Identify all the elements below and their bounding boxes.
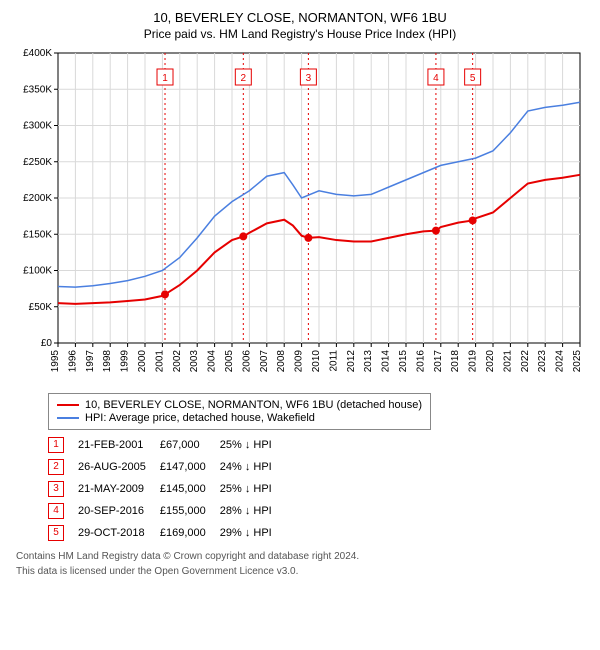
transactions-table: 1 21-FEB-2001£67,00025% ↓ HPI 2 26-AUG-2005…: [48, 434, 286, 544]
svg-text:2011: 2011: [328, 350, 339, 372]
svg-text:2009: 2009: [294, 350, 305, 373]
tx-date: 21-MAY-2009: [78, 478, 160, 500]
tx-delta: 24% ↓ HPI: [220, 456, 286, 478]
svg-text:2021: 2021: [502, 350, 513, 373]
svg-text:2004: 2004: [207, 350, 218, 373]
tx-price: £147,000: [160, 456, 220, 478]
tx-date: 21-FEB-2001: [78, 434, 160, 456]
svg-text:1998: 1998: [102, 350, 113, 373]
svg-text:2003: 2003: [189, 350, 200, 373]
svg-text:2002: 2002: [172, 350, 183, 373]
svg-text:1996: 1996: [67, 350, 78, 373]
svg-text:2014: 2014: [381, 350, 392, 373]
svg-text:£100K: £100K: [23, 266, 52, 277]
tx-date: 29-OCT-2018: [78, 522, 160, 544]
tx-delta: 28% ↓ HPI: [220, 500, 286, 522]
table-row: 2 26-AUG-2005£147,00024% ↓ HPI: [48, 456, 286, 478]
svg-text:2: 2: [241, 73, 247, 84]
transaction-marker: 5: [48, 525, 64, 541]
svg-text:2006: 2006: [241, 350, 252, 373]
svg-text:2012: 2012: [346, 350, 357, 373]
svg-text:2001: 2001: [154, 350, 165, 373]
svg-text:£250K: £250K: [23, 157, 52, 168]
svg-text:1: 1: [162, 73, 168, 84]
svg-text:2010: 2010: [311, 350, 322, 373]
tx-delta: 29% ↓ HPI: [220, 522, 286, 544]
svg-text:2005: 2005: [224, 350, 235, 373]
svg-text:2000: 2000: [137, 350, 148, 373]
svg-text:2015: 2015: [398, 350, 409, 373]
footer-line-1: Contains HM Land Registry data © Crown c…: [16, 550, 592, 563]
chart-subtitle: Price paid vs. HM Land Registry's House …: [8, 27, 592, 41]
svg-text:2024: 2024: [555, 350, 566, 373]
svg-text:4: 4: [433, 73, 439, 84]
svg-text:£200K: £200K: [23, 193, 52, 204]
legend-swatch: [57, 417, 79, 419]
legend-label: HPI: Average price, detached house, Wake…: [85, 412, 315, 424]
svg-text:£300K: £300K: [23, 121, 52, 132]
transaction-marker: 1: [48, 437, 64, 453]
svg-text:£400K: £400K: [23, 48, 52, 59]
svg-text:1995: 1995: [50, 350, 61, 373]
svg-text:£0: £0: [41, 338, 53, 349]
svg-text:2019: 2019: [468, 350, 479, 373]
svg-text:2018: 2018: [450, 350, 461, 373]
svg-text:2013: 2013: [363, 350, 374, 373]
tx-date: 20-SEP-2016: [78, 500, 160, 522]
legend-item: HPI: Average price, detached house, Wake…: [57, 412, 422, 424]
tx-delta: 25% ↓ HPI: [220, 434, 286, 456]
tx-price: £155,000: [160, 500, 220, 522]
tx-price: £145,000: [160, 478, 220, 500]
chart-title: 10, BEVERLEY CLOSE, NORMANTON, WF6 1BU: [8, 10, 592, 25]
footer-line-2: This data is licensed under the Open Gov…: [16, 565, 592, 578]
legend: 10, BEVERLEY CLOSE, NORMANTON, WF6 1BU (…: [48, 393, 431, 430]
tx-date: 26-AUG-2005: [78, 456, 160, 478]
svg-text:2007: 2007: [259, 350, 270, 373]
svg-text:3: 3: [306, 73, 312, 84]
svg-text:£350K: £350K: [23, 84, 52, 95]
svg-text:2023: 2023: [537, 350, 548, 373]
price-chart: £0 £50K £100K £150K £200K £250K £300K £350K £400…: [10, 47, 590, 387]
legend-label: 10, BEVERLEY CLOSE, NORMANTON, WF6 1BU (…: [85, 399, 422, 411]
legend-item: 10, BEVERLEY CLOSE, NORMANTON, WF6 1BU (…: [57, 399, 422, 411]
tx-price: £169,000: [160, 522, 220, 544]
transaction-marker: 3: [48, 481, 64, 497]
svg-text:2017: 2017: [433, 350, 444, 373]
svg-text:£50K: £50K: [29, 302, 53, 313]
transaction-marker: 2: [48, 459, 64, 475]
svg-text:2025: 2025: [572, 350, 583, 373]
tx-price: £67,000: [160, 434, 220, 456]
svg-text:2020: 2020: [485, 350, 496, 373]
table-row: 4 20-SEP-2016£155,00028% ↓ HPI: [48, 500, 286, 522]
svg-text:1999: 1999: [120, 350, 131, 373]
svg-text:£150K: £150K: [23, 229, 52, 240]
svg-text:2008: 2008: [276, 350, 287, 373]
table-row: 3 21-MAY-2009£145,00025% ↓ HPI: [48, 478, 286, 500]
svg-text:2022: 2022: [520, 350, 531, 373]
svg-text:2016: 2016: [415, 350, 426, 373]
transaction-marker: 4: [48, 503, 64, 519]
table-row: 1 21-FEB-2001£67,00025% ↓ HPI: [48, 434, 286, 456]
tx-delta: 25% ↓ HPI: [220, 478, 286, 500]
svg-text:1997: 1997: [85, 350, 96, 373]
svg-text:5: 5: [470, 73, 476, 84]
legend-swatch: [57, 404, 79, 406]
table-row: 5 29-OCT-2018£169,00029% ↓ HPI: [48, 522, 286, 544]
